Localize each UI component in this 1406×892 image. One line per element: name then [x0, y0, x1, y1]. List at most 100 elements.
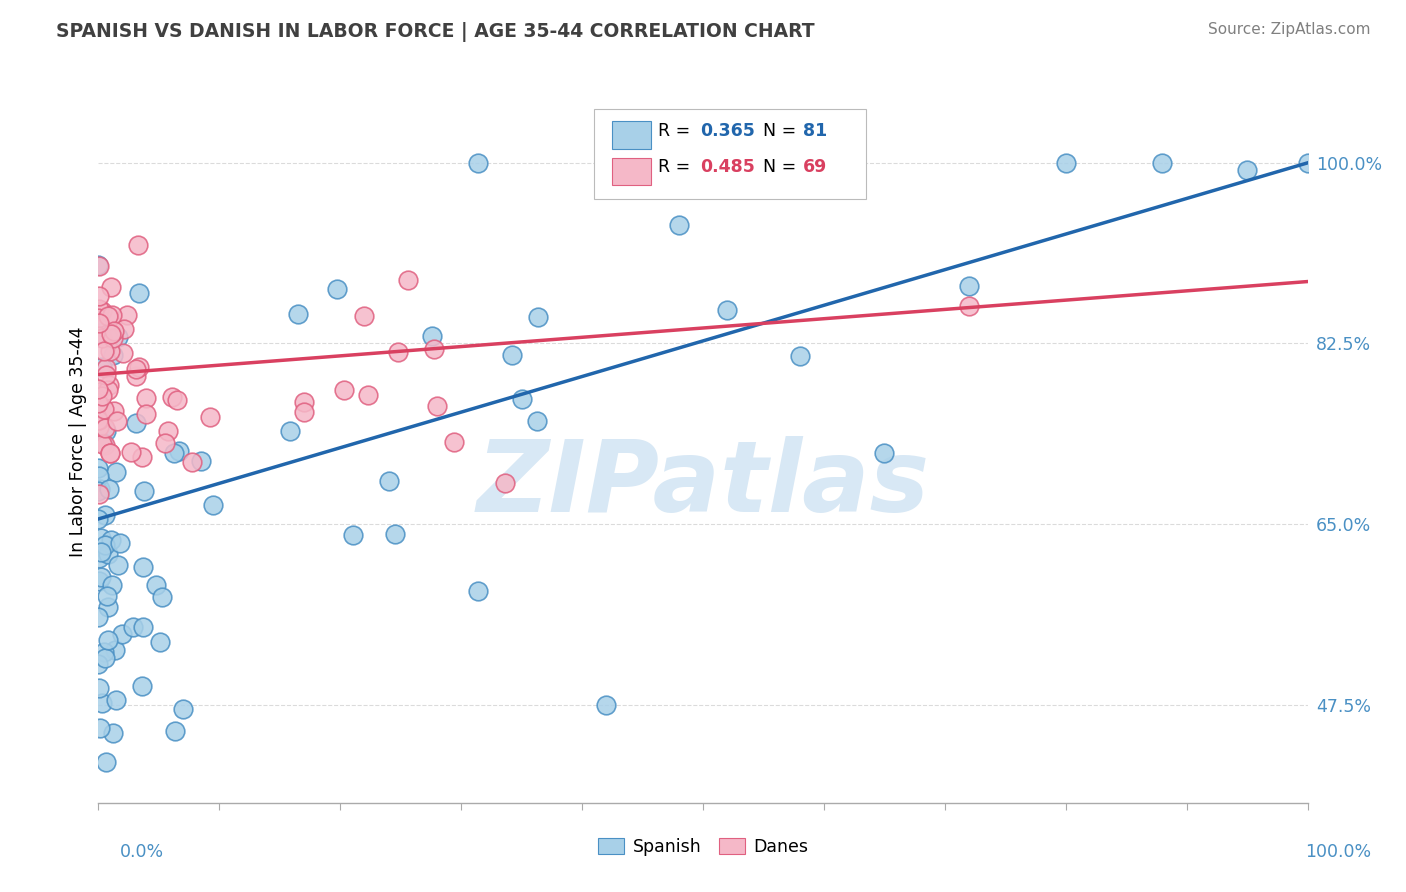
Point: [105, 414, 128, 428]
Point: [101, 331, 124, 345]
Point: [668, 218, 690, 232]
Point: [125, 362, 148, 376]
Point: [165, 723, 187, 738]
Point: [94, 755, 117, 769]
Point: [789, 349, 811, 363]
Point: [104, 643, 127, 657]
Point: [292, 405, 315, 419]
Point: [957, 299, 980, 313]
Point: [127, 238, 149, 252]
Point: [527, 310, 550, 324]
Point: [87, 386, 110, 401]
Point: [494, 475, 516, 490]
Point: [87, 574, 110, 588]
Point: [98, 344, 121, 359]
Point: [101, 348, 124, 362]
Point: [93, 645, 115, 659]
Point: [1054, 156, 1077, 170]
Point: [87, 512, 110, 526]
Point: [356, 388, 378, 402]
Point: [353, 310, 375, 324]
Point: [101, 726, 124, 740]
Point: [1296, 156, 1319, 170]
Point: [87, 258, 110, 272]
Point: [87, 413, 110, 427]
Text: ZIPatlas: ZIPatlas: [477, 436, 929, 533]
Legend: Spanish, Danes: Spanish, Danes: [591, 830, 815, 863]
Point: [326, 282, 349, 296]
Point: [198, 410, 221, 425]
Point: [97, 383, 120, 397]
Point: [87, 468, 110, 483]
Point: [135, 407, 157, 421]
Point: [87, 413, 110, 427]
Point: [89, 681, 111, 695]
Point: [87, 657, 110, 671]
Point: [467, 583, 489, 598]
Point: [292, 395, 315, 409]
Text: N =: N =: [763, 122, 803, 140]
Point: [100, 327, 122, 342]
Point: [87, 610, 110, 624]
Text: Source: ZipAtlas.com: Source: ZipAtlas.com: [1208, 22, 1371, 37]
Point: [510, 392, 533, 406]
Point: [94, 538, 117, 552]
Point: [957, 279, 980, 293]
Point: [125, 368, 148, 383]
Point: [87, 419, 110, 434]
Text: 69: 69: [803, 158, 828, 176]
Point: [87, 313, 110, 327]
Text: 0.485: 0.485: [700, 158, 755, 176]
Point: [97, 632, 120, 647]
Point: [103, 403, 125, 417]
Point: [87, 301, 110, 316]
Point: [162, 390, 184, 404]
Point: [87, 550, 110, 565]
Point: [98, 446, 121, 460]
Point: [91, 389, 114, 403]
Point: [89, 408, 111, 422]
Point: [89, 721, 111, 735]
FancyBboxPatch shape: [613, 121, 651, 149]
Point: [94, 368, 117, 382]
Text: R =: R =: [658, 122, 696, 140]
Point: [110, 536, 132, 550]
Point: [422, 329, 444, 343]
Point: [107, 558, 129, 573]
Point: [163, 446, 186, 460]
Point: [94, 438, 117, 452]
Point: [131, 450, 153, 464]
Point: [153, 436, 176, 450]
Point: [132, 559, 155, 574]
Point: [526, 413, 548, 427]
Point: [149, 634, 172, 648]
Point: [111, 626, 134, 640]
Point: [190, 454, 212, 468]
Point: [180, 455, 202, 469]
Point: [128, 285, 150, 300]
Point: [94, 651, 117, 665]
Text: SPANISH VS DANISH IN LABOR FORCE | AGE 35-44 CORRELATION CHART: SPANISH VS DANISH IN LABOR FORCE | AGE 3…: [56, 22, 815, 42]
Point: [87, 487, 110, 501]
Point: [1152, 156, 1174, 170]
Point: [873, 446, 896, 460]
Text: R =: R =: [658, 158, 696, 176]
Text: N =: N =: [763, 158, 803, 176]
Point: [97, 482, 120, 496]
Point: [172, 702, 194, 716]
Point: [90, 360, 112, 375]
Point: [122, 620, 145, 634]
Point: [150, 590, 173, 604]
Point: [97, 547, 120, 561]
Point: [287, 307, 309, 321]
Point: [111, 346, 134, 360]
Point: [107, 329, 129, 343]
Point: [97, 599, 120, 614]
Point: [132, 620, 155, 634]
Point: [87, 400, 110, 414]
Point: [396, 273, 419, 287]
Point: [89, 289, 111, 303]
Point: [101, 578, 124, 592]
Point: [89, 316, 111, 330]
Point: [90, 545, 112, 559]
